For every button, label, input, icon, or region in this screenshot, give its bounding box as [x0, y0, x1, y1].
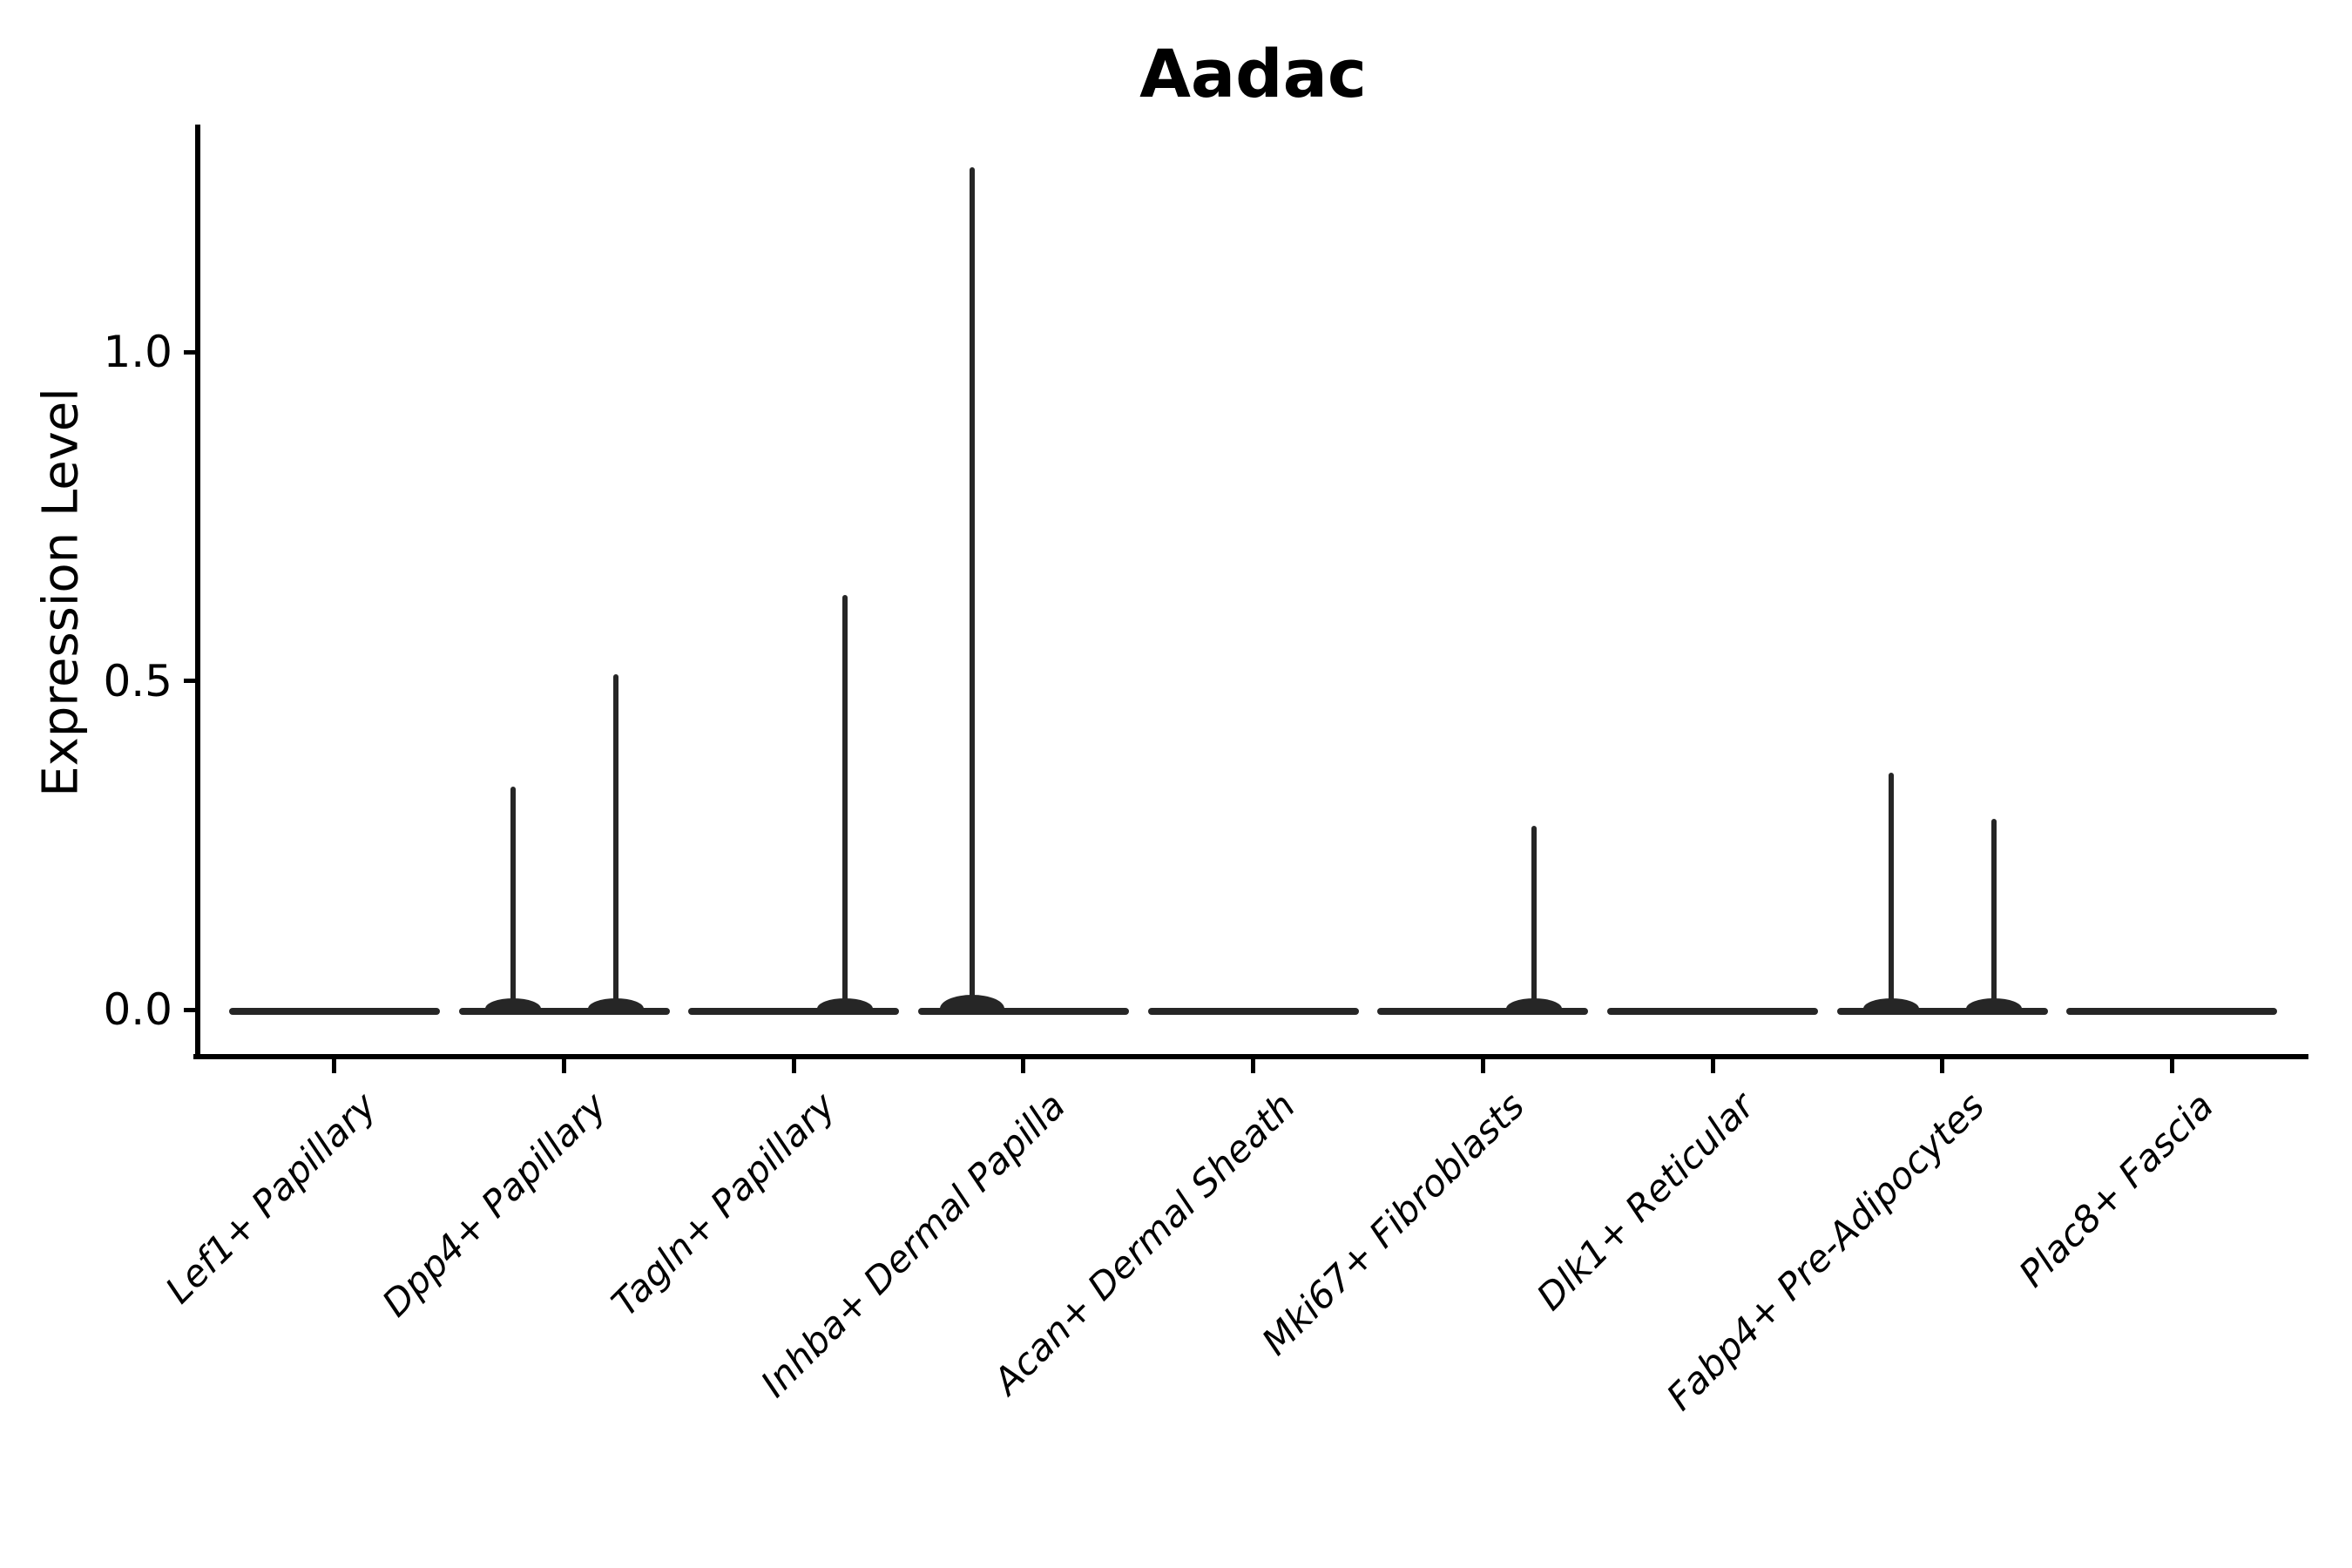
x-tick-label-3: Tagln+ Papillary: [603, 1084, 844, 1325]
y-tick-label: 0.5: [103, 655, 172, 706]
x-tick-mark: [1021, 1059, 1026, 1073]
violin-spike-base-bump: [1965, 998, 2022, 1010]
violin-body-7: [1607, 1008, 1818, 1016]
x-tick-label-9: Plac8+ Fascia: [2011, 1084, 2222, 1295]
violin-body-4: [917, 1008, 1129, 1016]
violin-spike: [1888, 773, 1894, 1013]
violin-body-2: [458, 1008, 670, 1016]
violin-spike: [1531, 825, 1538, 1013]
violin-body-5: [1147, 1008, 1359, 1016]
y-axis-spine: [195, 125, 200, 1059]
x-tick-mark: [791, 1059, 796, 1073]
violin-spike-base-bump: [939, 995, 1004, 1010]
violin-body-8: [1836, 1008, 2048, 1016]
x-axis-spine: [193, 1054, 2308, 1059]
violin-spike: [510, 786, 516, 1013]
x-tick-label-1: Lef1+ Papillary: [157, 1084, 385, 1312]
x-tick-mark: [1940, 1059, 1945, 1073]
x-tick-label-7: Dlk1+ Reticular: [1528, 1084, 1763, 1319]
y-tick-label: 0.0: [103, 984, 172, 1036]
violin-body-9: [2066, 1008, 2278, 1016]
violin-spike: [1990, 819, 1997, 1013]
violin-spike-base-bump: [587, 998, 644, 1010]
y-tick-mark: [184, 349, 198, 355]
x-tick-mark: [332, 1059, 337, 1073]
y-axis-label: Expression Level: [32, 388, 90, 797]
x-tick-mark: [1480, 1059, 1485, 1073]
violin-body-6: [1377, 1008, 1589, 1016]
x-tick-label-2: Dpp4+ Papillary: [373, 1084, 614, 1325]
violin-body-1: [228, 1008, 440, 1016]
x-tick-mark: [2169, 1059, 2174, 1073]
x-tick-mark: [562, 1059, 566, 1073]
x-tick-label-6: Mki67+ Fibroblasts: [1254, 1084, 1533, 1363]
y-tick-mark: [184, 679, 198, 684]
violin-spike: [969, 167, 975, 1013]
violin-spike: [612, 674, 618, 1013]
y-tick-label: 1.0: [103, 327, 172, 377]
x-tick-mark: [1251, 1059, 1256, 1073]
violin-spike: [842, 595, 848, 1013]
violin-spike-base-bump: [1862, 998, 1919, 1010]
chart-title: Aadac: [1139, 35, 1367, 112]
violin-spike-base-bump: [817, 998, 874, 1010]
y-tick-mark: [184, 1007, 198, 1012]
x-tick-mark: [1710, 1059, 1715, 1073]
violin-spike-base-bump: [484, 998, 541, 1010]
violin-spike-base-bump: [1506, 998, 1563, 1010]
violin-body-3: [688, 1008, 900, 1016]
